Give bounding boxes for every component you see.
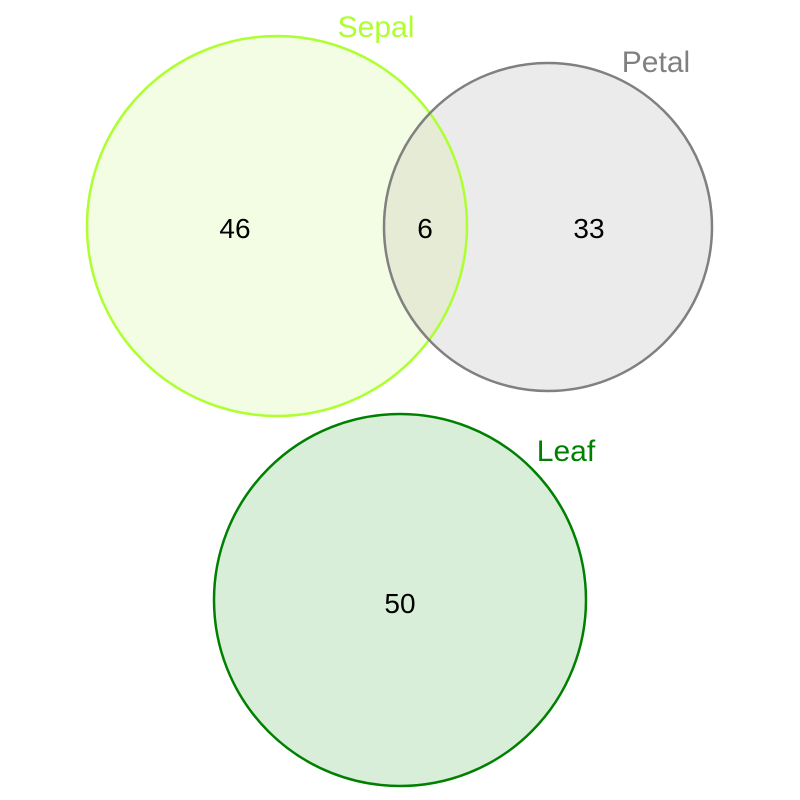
set-label-petal: Petal bbox=[622, 46, 690, 79]
leaf-circle-fill bbox=[214, 414, 586, 786]
count-sepal-only: 46 bbox=[219, 213, 250, 244]
petal-circle-outline bbox=[382, 61, 714, 393]
petal-circle-fill bbox=[384, 63, 712, 391]
sepal-circle-fill bbox=[87, 36, 467, 416]
set-label-leaf: Leaf bbox=[537, 435, 596, 468]
count-leaf-only: 50 bbox=[384, 588, 415, 619]
leaf-circle-outline bbox=[212, 412, 588, 788]
count-sepal-petal: 6 bbox=[417, 213, 433, 244]
sepal-circle-outline bbox=[85, 34, 469, 418]
count-petal-only: 33 bbox=[573, 213, 604, 244]
set-label-sepal: Sepal bbox=[338, 11, 415, 44]
